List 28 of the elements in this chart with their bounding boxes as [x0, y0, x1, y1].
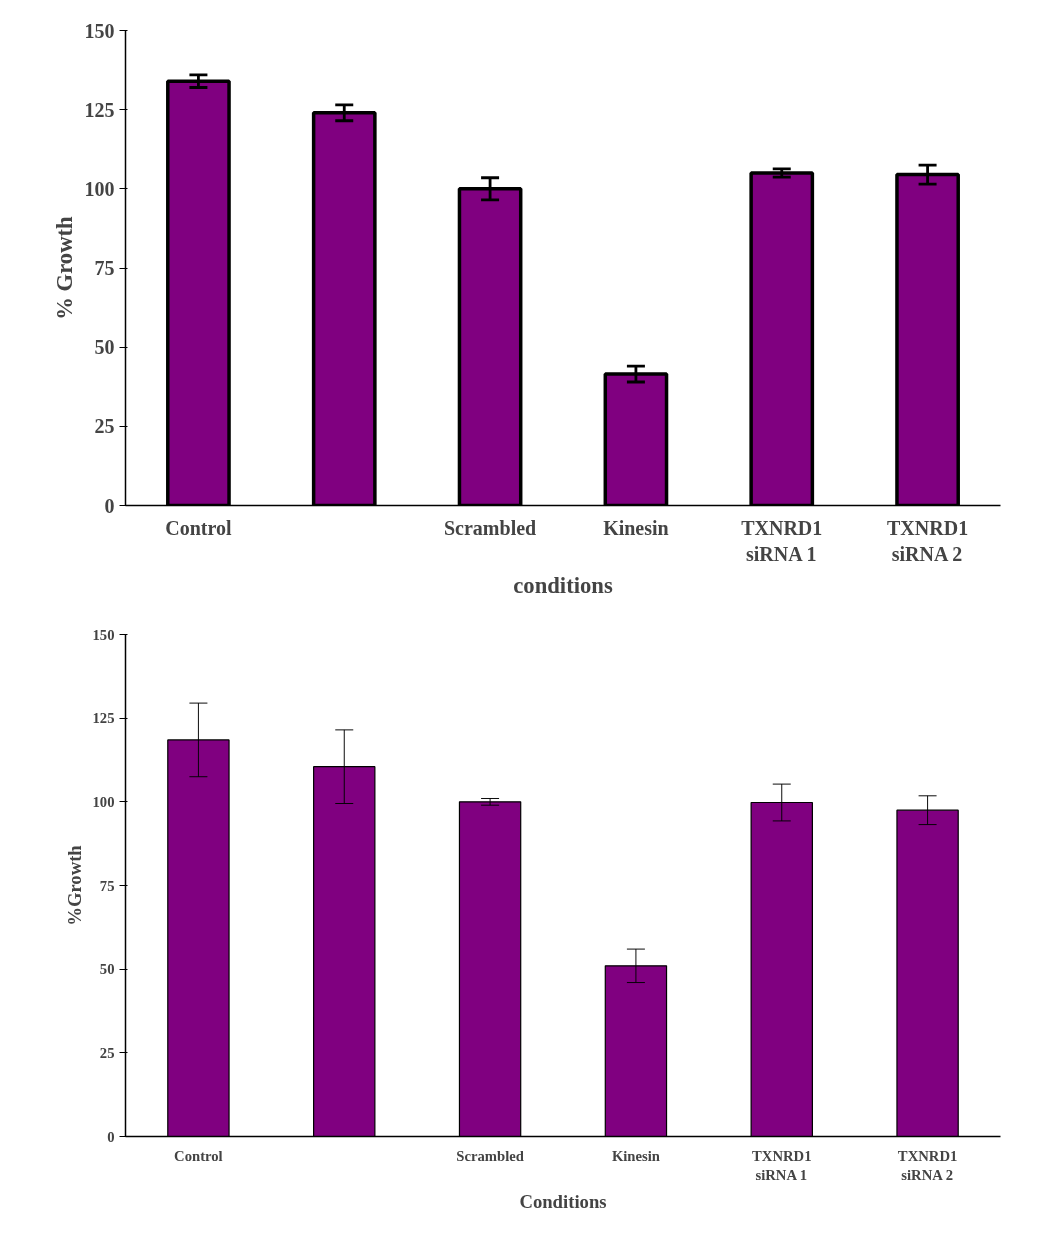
x-tick-label: Kinesin	[611, 1147, 660, 1164]
y-tick-label: 150	[84, 19, 115, 42]
y-tick-label: 25	[99, 1044, 115, 1061]
x-tick-label: Control	[174, 1147, 223, 1164]
y-tick-label: 0	[107, 1128, 115, 1145]
y-tick-label: 50	[94, 336, 115, 359]
y-axis-title: %Growth	[63, 844, 85, 926]
x-tick-label: Control	[165, 516, 233, 539]
y-tick-label: 100	[92, 793, 115, 810]
y-tick-label: 75	[94, 257, 115, 279]
y-tick-label: 100	[84, 177, 115, 200]
y-tick-label: 0	[104, 494, 115, 517]
x-tick-label: TXNRD1 siRNA 1	[752, 1147, 812, 1183]
y-tick-label: 25	[94, 415, 115, 438]
y-tick-label: 125	[92, 710, 115, 727]
y-axis-title: % Growth	[51, 215, 77, 320]
y-tick-label: 125	[84, 98, 115, 121]
x-axis-title: Conditions	[519, 1190, 607, 1212]
y-tick-label: 75	[99, 877, 115, 894]
x-tick-label: TXNRD1 siRNA 2	[897, 1147, 958, 1183]
x-tick-label: Scrambled	[443, 516, 537, 539]
y-tick-label: 150	[92, 626, 115, 643]
y-tick-label: 50	[99, 961, 115, 978]
x-tick-label: Scrambled	[456, 1147, 524, 1164]
x-tick-label: TXNRD1 siRNA 2	[887, 516, 969, 565]
x-axis-title: conditions	[513, 572, 613, 598]
x-tick-label: Kinesin	[603, 516, 669, 539]
x-tick-label: TXNRD1 siRNA 1	[741, 516, 823, 565]
